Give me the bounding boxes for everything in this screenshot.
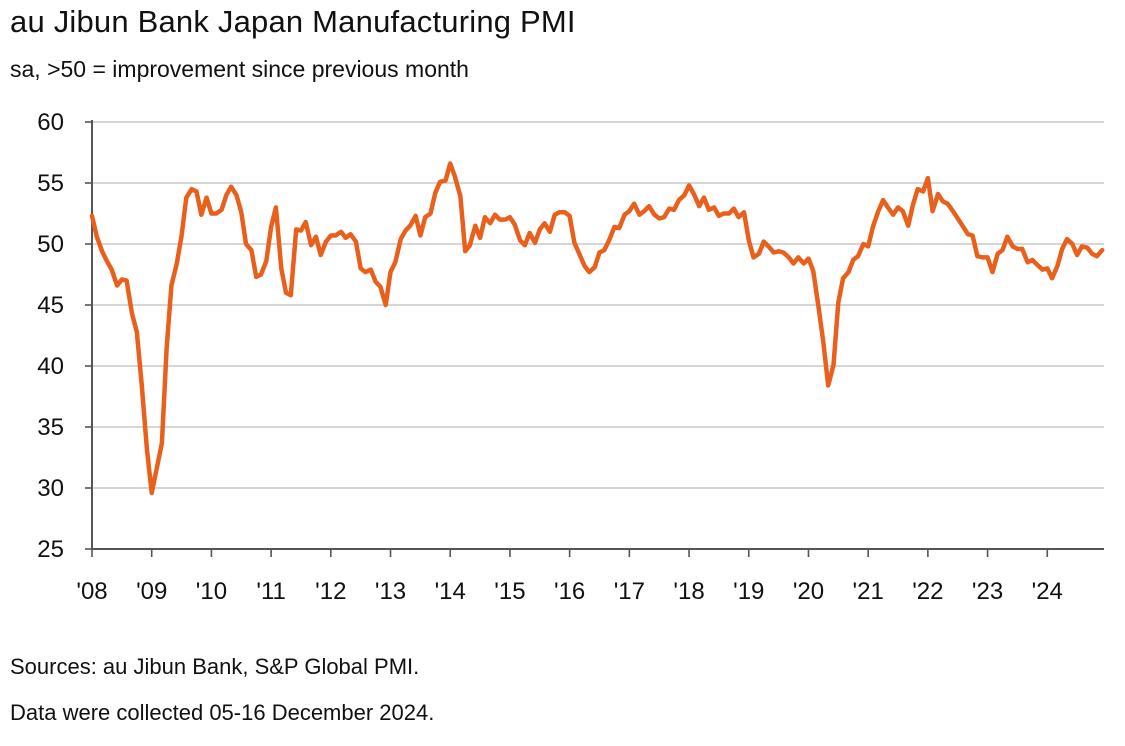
x-tick-label: '15 (494, 578, 525, 605)
y-tick-label: 60 (37, 109, 64, 136)
y-tick-label: 35 (37, 414, 64, 441)
chart-title: au Jibun Bank Japan Manufacturing PMI (10, 4, 576, 39)
x-tick-label: '20 (793, 578, 824, 605)
x-tick-label: '08 (76, 578, 107, 605)
y-tick-label: 55 (37, 170, 64, 197)
x-tick-label: '19 (733, 578, 764, 605)
x-tick-label: '22 (912, 578, 943, 605)
y-tick-label: 40 (37, 353, 64, 380)
y-tick-label: 50 (37, 231, 64, 258)
gridlines (92, 121, 1104, 489)
x-tick-label: '16 (554, 578, 585, 605)
axes (91, 120, 1104, 550)
series-line-pmi (89, 161, 1105, 496)
x-tick-label: '14 (435, 578, 466, 605)
x-tick-label: '10 (196, 578, 227, 605)
x-tick-label: '18 (673, 578, 704, 605)
pmi-line-chart: 25 30 35 40 45 50 55 60 '08 '09 '10 '11 '12 '13 '14 '1… (37, 109, 1105, 605)
x-tick-label: '21 (853, 578, 884, 605)
x-tick-label: '24 (1032, 578, 1063, 605)
x-tick-label: '13 (375, 578, 406, 605)
chart-subtitle: sa, >50 = improvement since previous mon… (10, 56, 469, 82)
y-tick-label: 30 (37, 475, 64, 502)
y-axis-ticks: 25 30 35 40 45 50 55 60 (37, 109, 92, 563)
x-tick-label: '11 (256, 578, 286, 605)
collection-note: Data were collected 05-16 December 2024. (10, 700, 435, 725)
y-tick-label: 25 (37, 536, 64, 563)
y-tick-label: 45 (37, 292, 64, 319)
x-tick-label: '12 (315, 578, 346, 605)
x-tick-label: '17 (614, 578, 645, 605)
x-tick-label: '09 (136, 578, 167, 605)
series-group (89, 161, 1105, 496)
x-tick-label: '23 (972, 578, 1003, 605)
sources-note: Sources: au Jibun Bank, S&P Global PMI. (10, 654, 420, 679)
x-axis-ticks: '08 '09 '10 '11 '12 '13 '14 '15 '16 '17 '18 '19 '20 '… (76, 549, 1063, 605)
